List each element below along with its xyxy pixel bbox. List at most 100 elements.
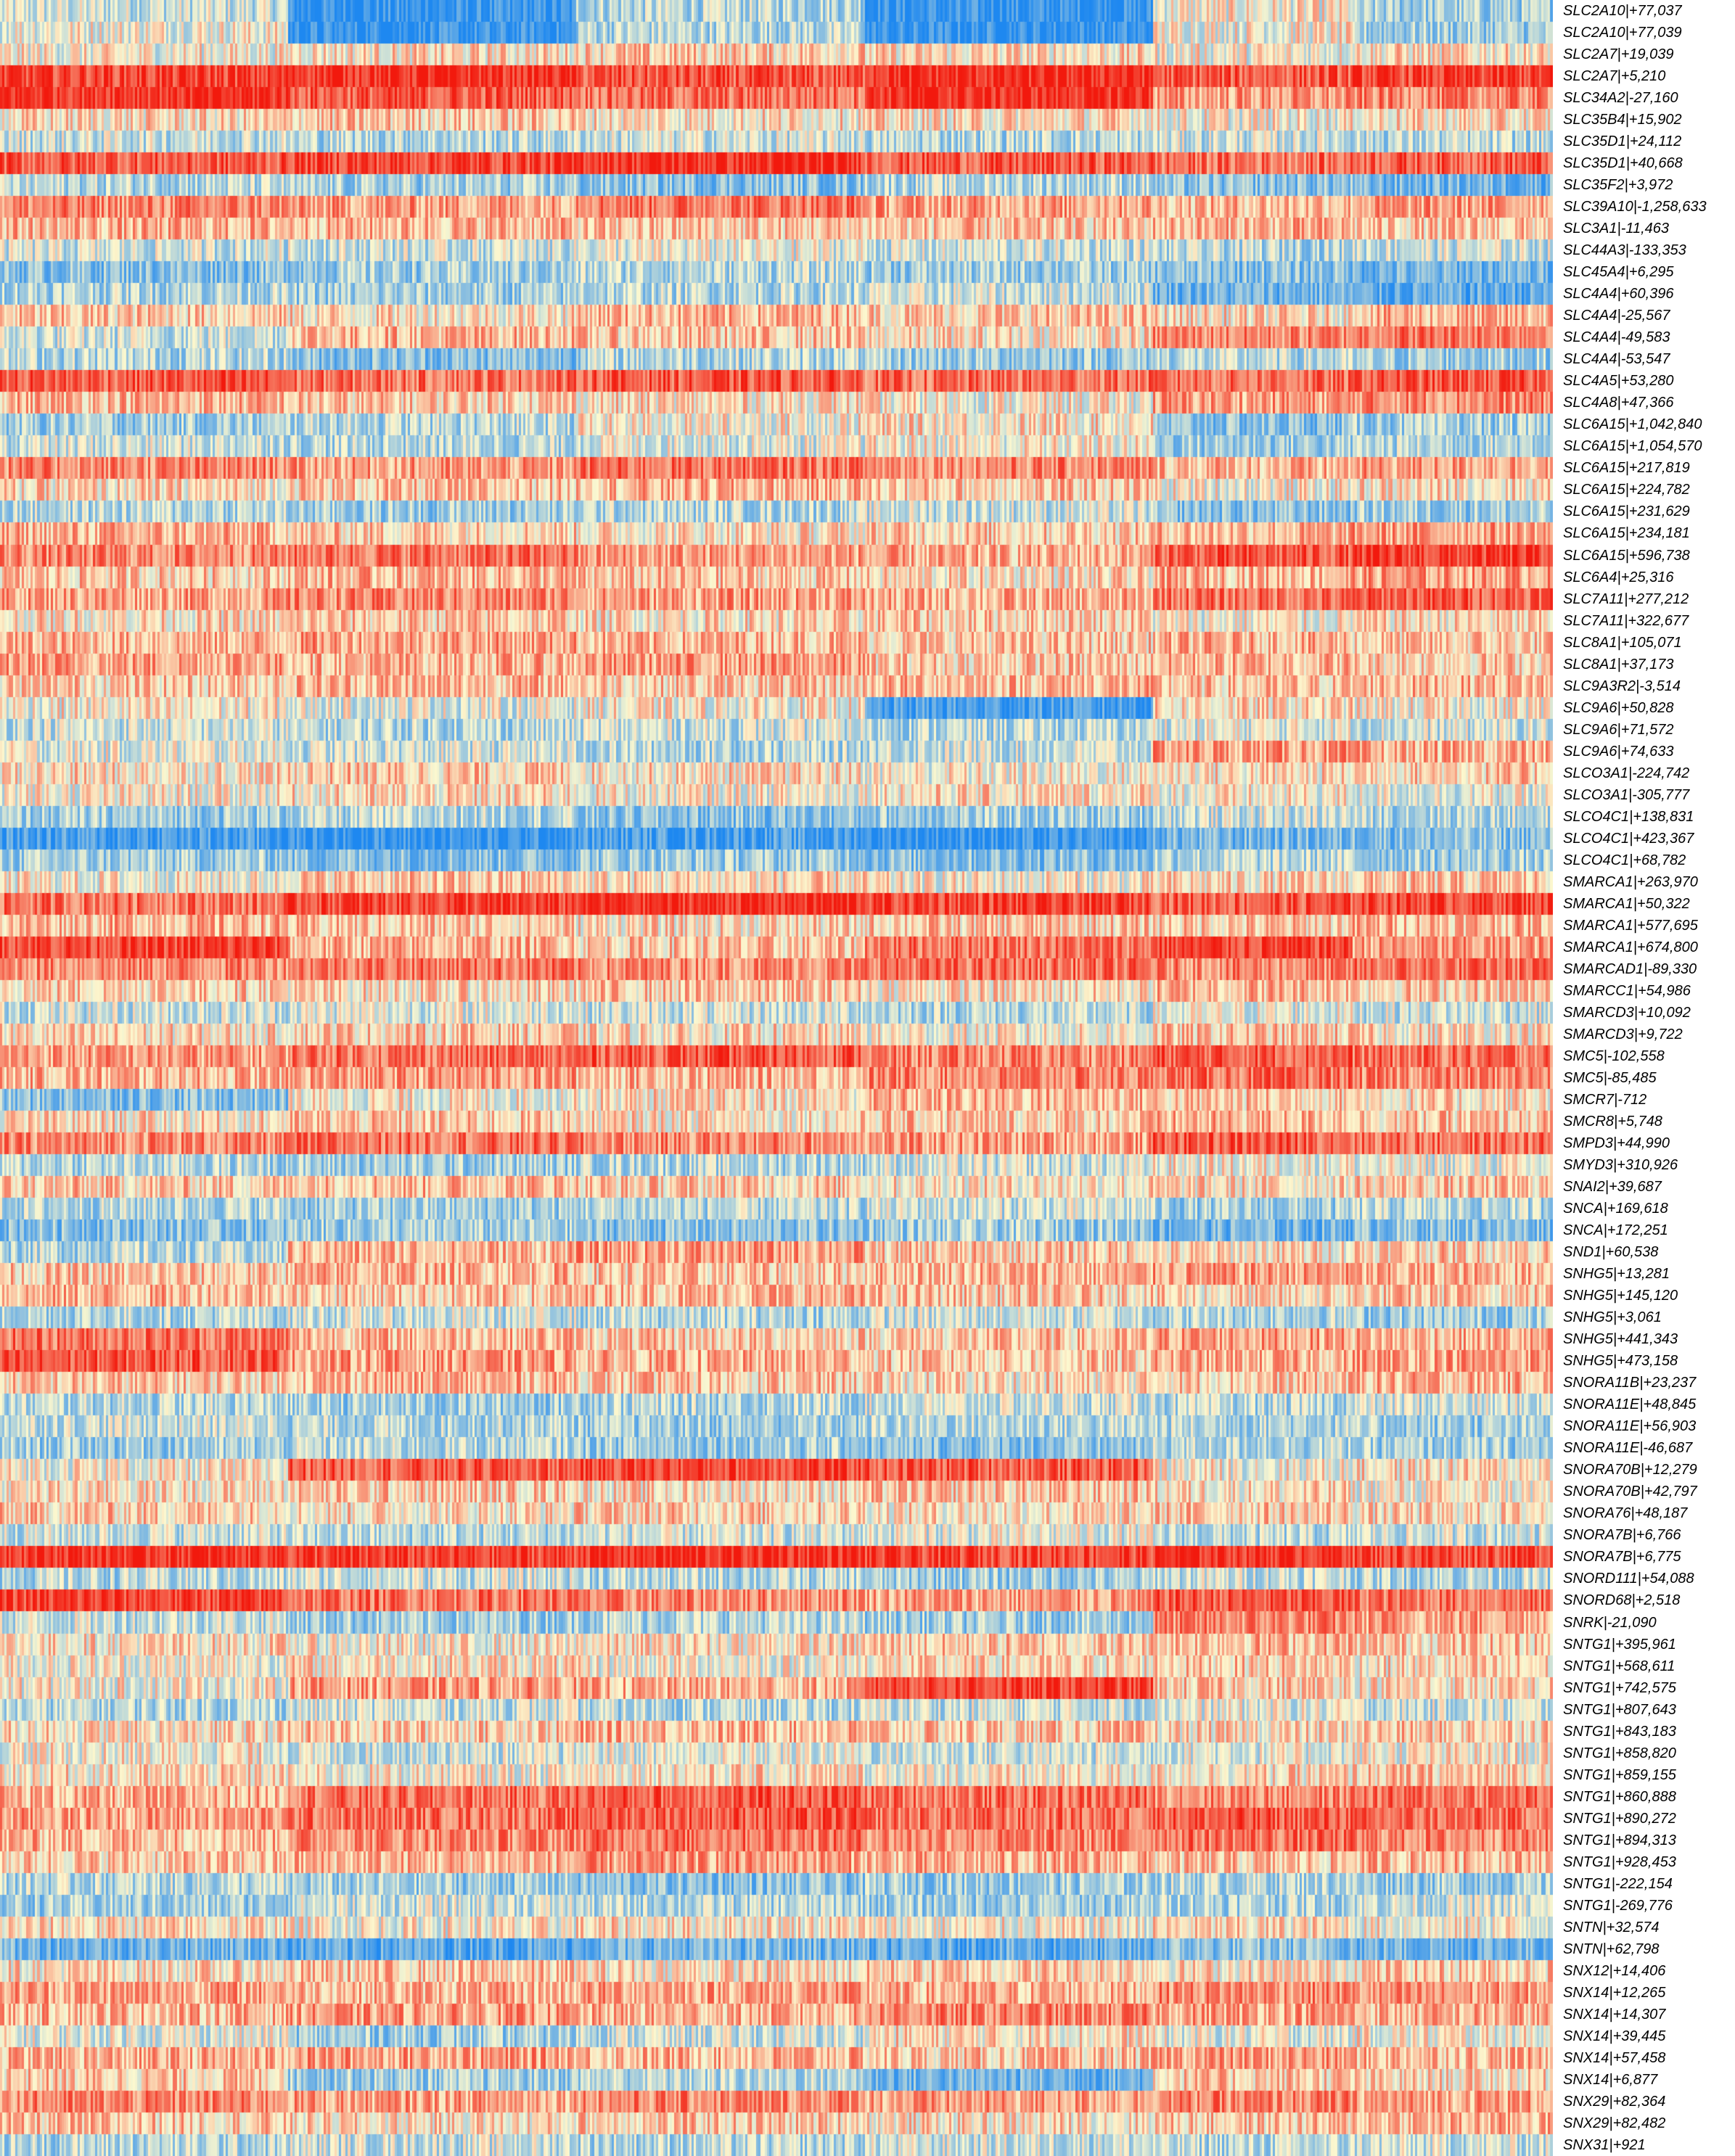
row-label: SNTG1|+928,453 — [1563, 1854, 1676, 1870]
row-label: SNTG1|+395,961 — [1563, 1637, 1676, 1653]
row-label: SLC4A5|+53,280 — [1563, 373, 1674, 389]
row-label: SNTG1|+807,643 — [1563, 1702, 1676, 1718]
row-label: SMARCA1|+263,970 — [1563, 874, 1698, 890]
row-label: SNTG1|+860,888 — [1563, 1789, 1676, 1805]
row-label: SLC6A4|+25,316 — [1563, 569, 1674, 585]
row-label: SNTG1|+742,575 — [1563, 1680, 1676, 1696]
row-label: SNORA11E|+48,845 — [1563, 1396, 1697, 1412]
row-label: SNORA7B|+6,766 — [1563, 1527, 1681, 1543]
row-label: SLC39A10|-1,258,633 — [1563, 199, 1707, 215]
row-label: SMYD3|+310,926 — [1563, 1157, 1678, 1173]
row-label: SNTN|+62,798 — [1563, 1941, 1660, 1957]
row-label: SNX12|+14,406 — [1563, 1963, 1666, 1979]
row-label: SLC35D1|+40,668 — [1563, 155, 1683, 171]
row-label: SMARCA1|+577,695 — [1563, 918, 1698, 934]
row-label: SLC7A11|+322,677 — [1563, 613, 1689, 629]
row-label: SLC4A4|-49,583 — [1563, 329, 1670, 345]
row-label: SLC6A15|+1,042,840 — [1563, 416, 1702, 432]
row-label: SMARCAD1|-89,330 — [1563, 961, 1697, 977]
row-label: SNTG1|+859,155 — [1563, 1767, 1676, 1783]
row-label: SLC4A4|+60,396 — [1563, 286, 1674, 302]
row-label: SNX14|+39,445 — [1563, 2028, 1666, 2044]
row-label: SNAI2|+39,687 — [1563, 1179, 1662, 1195]
row-label: SNTG1|-269,776 — [1563, 1898, 1673, 1914]
row-label: SMPD3|+44,990 — [1563, 1135, 1670, 1151]
row-label: SLC9A6|+74,633 — [1563, 744, 1674, 760]
row-label: SNX29|+82,482 — [1563, 2115, 1666, 2131]
row-label: SNORA11E|-46,687 — [1563, 1440, 1693, 1456]
row-label: SMARCD3|+9,722 — [1563, 1026, 1683, 1042]
row-label: SMCR7|-712 — [1563, 1092, 1647, 1108]
row-label: SLC4A4|-25,567 — [1563, 308, 1670, 324]
row-label: SLC3A1|-11,463 — [1563, 221, 1670, 236]
row-label: SLC6A15|+596,738 — [1563, 548, 1690, 564]
row-label: SNHG5|+441,343 — [1563, 1331, 1678, 1347]
row-label: SNX29|+82,364 — [1563, 2094, 1666, 2110]
row-label: SNTG1|+843,183 — [1563, 1724, 1676, 1740]
row-label: SLC8A1|+105,071 — [1563, 635, 1682, 651]
row-label: SNORA76|+48,187 — [1563, 1505, 1688, 1521]
row-label: SLC2A7|+19,039 — [1563, 46, 1674, 62]
row-label: SNHG5|+145,120 — [1563, 1288, 1678, 1304]
row-label: SNCA|+172,251 — [1563, 1222, 1668, 1238]
row-label: SNTG1|+568,611 — [1563, 1658, 1675, 1674]
row-label: SNTG1|+890,272 — [1563, 1811, 1676, 1827]
row-label: SNTG1|+894,313 — [1563, 1832, 1676, 1848]
row-label: SLC4A8|+47,366 — [1563, 395, 1674, 411]
row-label: SNORA70B|+42,797 — [1563, 1484, 1697, 1499]
row-label: SLC8A1|+37,173 — [1563, 657, 1674, 672]
row-label: SLC9A6|+71,572 — [1563, 722, 1674, 738]
row-label: SLC6A15|+224,782 — [1563, 482, 1690, 498]
row-label: SMCR8|+5,748 — [1563, 1114, 1662, 1130]
row-label: SLC35B4|+15,902 — [1563, 112, 1682, 128]
row-label: SNX14|+6,877 — [1563, 2072, 1658, 2088]
row-label: SNORA70B|+12,279 — [1563, 1462, 1697, 1478]
heatmap-cell-grid — [0, 0, 1553, 2156]
row-label: SNHG5|+13,281 — [1563, 1266, 1670, 1282]
row-label: SLC35F2|+3,972 — [1563, 177, 1673, 193]
row-label: SNORA11E|+56,903 — [1563, 1418, 1697, 1434]
row-label: SNORD111|+54,088 — [1563, 1571, 1694, 1587]
row-label: SNHG5|+3,061 — [1563, 1309, 1662, 1325]
row-label: SNTG1|-222,154 — [1563, 1876, 1673, 1892]
row-label: SNORD68|+2,518 — [1563, 1592, 1681, 1608]
row-label: SNHG5|+473,158 — [1563, 1353, 1678, 1369]
row-label: SLC35D1|+24,112 — [1563, 133, 1682, 149]
row-label: SMARCA1|+50,322 — [1563, 896, 1690, 912]
row-label: SLCO4C1|+138,831 — [1563, 809, 1694, 825]
row-label: SNTG1|+858,820 — [1563, 1745, 1676, 1761]
row-label: SNX14|+57,458 — [1563, 2050, 1666, 2066]
row-label: SLC6A15|+1,054,570 — [1563, 438, 1702, 454]
row-label: SNCA|+169,618 — [1563, 1201, 1668, 1217]
row-label: SLC34A2|-27,160 — [1563, 90, 1678, 106]
row-label: SNX14|+14,307 — [1563, 2007, 1666, 2023]
row-label: SLC2A10|+77,037 — [1563, 3, 1682, 19]
row-label: SLC45A4|+6,295 — [1563, 264, 1674, 280]
row-label: SND1|+60,538 — [1563, 1244, 1659, 1260]
row-label: SMC5|-85,485 — [1563, 1070, 1657, 1086]
row-label: SLC6A15|+234,181 — [1563, 525, 1690, 541]
row-label: SNX31|+921 — [1563, 2137, 1646, 2153]
row-label: SLC6A15|+231,629 — [1563, 503, 1690, 519]
row-label: SLC44A3|-133,353 — [1563, 242, 1686, 258]
row-label: SMARCA1|+674,800 — [1563, 939, 1698, 955]
row-label: SLCO3A1|-305,777 — [1563, 787, 1690, 803]
row-label: SLC2A10|+77,039 — [1563, 25, 1682, 41]
row-label: SLC2A7|+5,210 — [1563, 68, 1666, 84]
row-label: SNORA11B|+23,237 — [1563, 1375, 1697, 1391]
row-label: SLC7A11|+277,212 — [1563, 591, 1689, 607]
row-label: SMC5|-102,558 — [1563, 1048, 1665, 1064]
row-label: SLCO4C1|+68,782 — [1563, 852, 1686, 868]
row-label: SNRK|-21,090 — [1563, 1615, 1657, 1631]
row-label: SLC9A6|+50,828 — [1563, 700, 1674, 716]
row-label: SMARCD3|+10,092 — [1563, 1005, 1691, 1021]
row-label: SLCO4C1|+423,367 — [1563, 831, 1694, 847]
row-label: SNX14|+12,265 — [1563, 1985, 1666, 2001]
row-label: SNTN|+32,574 — [1563, 1920, 1660, 1935]
row-label: SMARCC1|+54,986 — [1563, 983, 1691, 999]
row-label: SNORA7B|+6,775 — [1563, 1549, 1681, 1565]
row-label: SLCO3A1|-224,742 — [1563, 765, 1690, 781]
row-label: SLC6A15|+217,819 — [1563, 460, 1690, 476]
row-label: SLC4A4|-53,547 — [1563, 351, 1670, 367]
